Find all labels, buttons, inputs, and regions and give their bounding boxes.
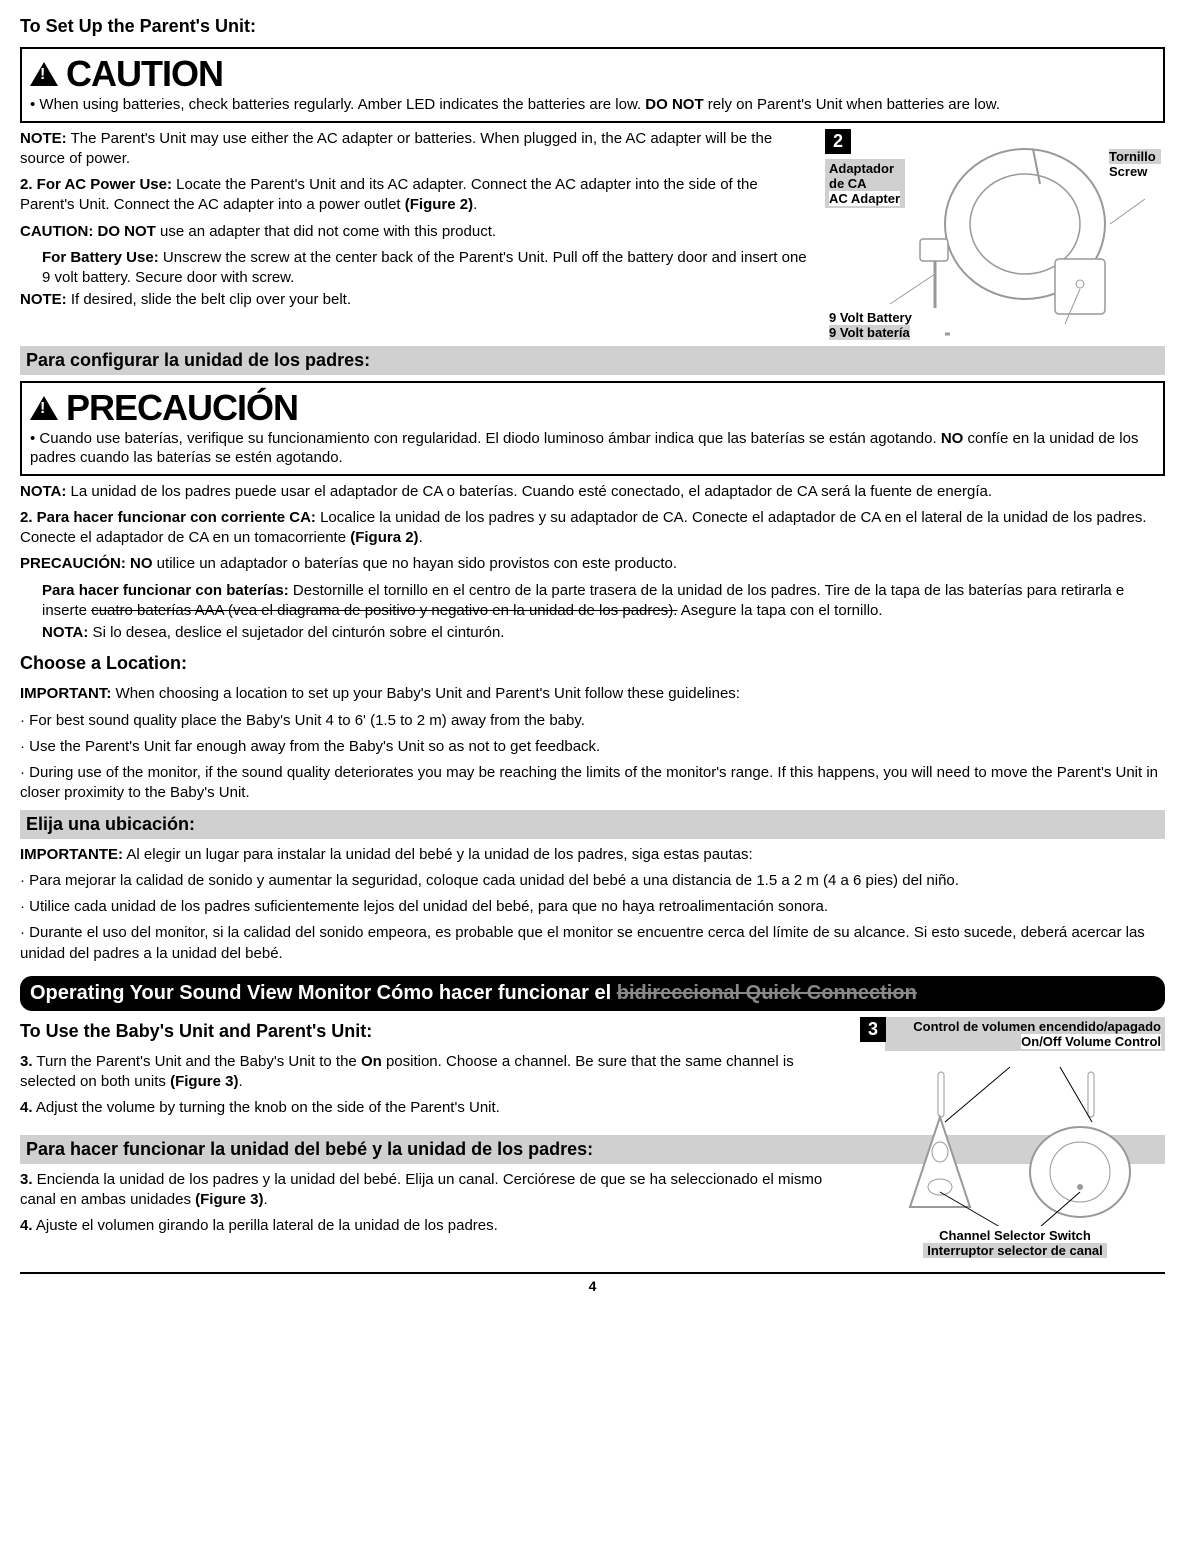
use-en-step3-on: On	[361, 1053, 382, 1070]
fig3-ch-es: Interruptor selector de canal	[923, 1243, 1107, 1258]
location-en-b3: · During use of the monitor, if the soun…	[20, 763, 1165, 804]
use-es-step4-num: 4.	[20, 1217, 33, 1234]
note2-label: NOTE:	[20, 291, 67, 308]
use-es-step4-body: Ajuste el volumen girando la perilla lat…	[33, 1217, 498, 1234]
setup-es-note: NOTA: La unidad de los padres puede usar…	[20, 482, 1165, 502]
es-battery-body-b: Asegure la tapa con el tornillo.	[677, 602, 882, 619]
setup-es-step2: 2. Para hacer funcionar con corriente CA…	[20, 508, 1165, 549]
fig2-adapter-es: Adaptador de CA	[829, 161, 894, 191]
location-en-b1: · For best sound quality place the Baby'…	[20, 711, 1165, 731]
battery-label: For Battery Use:	[42, 249, 159, 266]
caution-box-es: PRECAUCIÓN • Cuando use baterías, verifi…	[20, 381, 1165, 476]
es-note2-body: Si lo desea, deslice el sujetador del ci…	[88, 624, 504, 641]
figure-3: 3 Control de volumen encendido/apagado O…	[860, 1017, 1165, 1260]
caution-es-bold: NO	[941, 430, 964, 447]
fig3-ch-label: Channel Selector Switch Interruptor sele…	[900, 1226, 1130, 1260]
figure-2: 2 Adaptador de CA AC Adapter Tornillo Sc…	[825, 129, 1165, 342]
setup-es-caution2: PRECAUCIÓN: NO utilice un adaptador o ba…	[20, 554, 1165, 574]
es-note2-label: NOTA:	[42, 624, 88, 641]
location-es-b3: · Durante el uso del monitor, si la cali…	[20, 923, 1165, 964]
operating-heading-a: Operating Your Sound View Monitor Cómo h…	[30, 982, 617, 1004]
caution-title-es: PRECAUCIÓN	[30, 387, 1155, 429]
operating-heading-crossed: bidireccional Quick Connection	[617, 982, 917, 1004]
step2-label: 2. For AC Power Use:	[20, 176, 172, 193]
setup-en-heading: To Set Up the Parent's Unit:	[20, 12, 1165, 41]
setup-es-heading: Para configurar la unidad de los padres:	[20, 346, 1165, 375]
fig2-battery-label: 9 Volt Battery 9 Volt batería	[825, 308, 945, 342]
caution-bold: DO NOT	[645, 96, 703, 113]
caution-title-en: CAUTION	[30, 53, 1155, 95]
location-en-b2: · Use the Parent's Unit far enough away …	[20, 737, 1165, 757]
setup-es-battery: Para hacer funcionar con baterías: Desto…	[42, 581, 1165, 622]
fig2-batt-en: 9 Volt Battery	[829, 310, 912, 325]
note2-body: If desired, slide the belt clip over you…	[67, 291, 351, 308]
loc-es-imp-body: Al elegir un lugar para instalar la unid…	[123, 846, 753, 863]
es-step2-label: 2. Para hacer funcionar con corriente CA…	[20, 509, 316, 526]
location-es-heading: Elija una ubicación:	[20, 810, 1165, 839]
location-es-important: IMPORTANTE: Al elegir un lugar para inst…	[20, 845, 1165, 865]
operating-heading: Operating Your Sound View Monitor Cómo h…	[20, 976, 1165, 1011]
es-step2-fig: (Figura 2)	[350, 529, 418, 546]
caution-box-en: CAUTION • When using batteries, check ba…	[20, 47, 1165, 123]
caution-prefix: • When using batteries, check batteries …	[30, 96, 645, 113]
caution2-body: use an adapter that did not come with th…	[156, 223, 496, 240]
fig2-adapter-label: Adaptador de CA AC Adapter	[825, 159, 905, 208]
caution2-label: CAUTION: DO NOT	[20, 223, 156, 240]
fig3-vol-en: On/Off Volume Control	[1021, 1034, 1161, 1049]
es-caution2-label: PRECAUCIÓN: NO	[20, 555, 153, 572]
loc-en-imp-body: When choosing a location to set up your …	[111, 685, 740, 702]
es-note-label: NOTA:	[20, 483, 66, 500]
caution-es-prefix: • Cuando use baterías, verifique su func…	[30, 430, 941, 447]
es-note-body: La unidad de los padres puede usar el ad…	[66, 483, 992, 500]
use-en-step3-num: 3.	[20, 1053, 33, 1070]
use-en-step4-num: 4.	[20, 1099, 33, 1116]
location-es-b1: · Para mejorar la calidad de sonido y au…	[20, 871, 1165, 891]
loc-en-imp-label: IMPORTANT:	[20, 685, 111, 702]
es-battery-label: Para hacer funcionar con baterías:	[42, 582, 289, 599]
use-en-step3-fig: (Figure 3)	[170, 1073, 238, 1090]
page-number: 4	[20, 1272, 1165, 1294]
use-en-step3-a: Turn the Parent's Unit and the Baby's Un…	[33, 1053, 361, 1070]
use-es-step3-fig: (Figure 3)	[195, 1191, 263, 1208]
fig2-screw-es: Tornillo	[1109, 149, 1161, 164]
figure-2-number: 2	[825, 129, 851, 154]
location-en-important: IMPORTANT: When choosing a location to s…	[20, 684, 1165, 704]
fig3-vol-es: Control de volumen encendido/apagado	[913, 1019, 1161, 1034]
location-es-b2: · Utilice cada unidad de los padres sufi…	[20, 897, 1165, 917]
caution-suffix: rely on Parent's Unit when batteries are…	[704, 96, 1000, 113]
caution-label-es: PRECAUCIÓN	[66, 387, 298, 429]
warning-triangle-icon	[30, 396, 58, 420]
fig2-screw-label: Tornillo Screw	[1105, 147, 1165, 181]
warning-triangle-icon	[30, 62, 58, 86]
es-caution2-body: utilice un adaptador o baterías que no h…	[153, 555, 678, 572]
es-battery-strike: cuatro baterías AAA (vea el diagrama de …	[91, 602, 677, 619]
caution-body-es: • Cuando use baterías, verifique su func…	[30, 429, 1155, 468]
note-body: The Parent's Unit may use either the AC …	[20, 130, 772, 167]
fig2-adapter-en: AC Adapter	[829, 191, 900, 206]
fig2-batt-es: 9 Volt batería	[829, 325, 910, 340]
setup-es-note2: NOTA: Si lo desea, deslice el sujetador …	[42, 623, 1165, 643]
step2-fig: (Figure 2)	[405, 196, 473, 213]
fig3-ch-en: Channel Selector Switch	[939, 1228, 1091, 1243]
figure-3-number: 3	[860, 1017, 886, 1042]
use-es-step3-body: Encienda la unidad de los padres y la un…	[20, 1171, 822, 1208]
fig3-vol-label: Control de volumen encendido/apagado On/…	[885, 1017, 1165, 1051]
use-es-step3-num: 3.	[20, 1171, 33, 1188]
fig2-screw-en: Screw	[1109, 164, 1147, 179]
caution-label-en: CAUTION	[66, 53, 223, 95]
location-en-heading: Choose a Location:	[20, 649, 1165, 678]
caution-body-en: • When using batteries, check batteries …	[30, 95, 1155, 115]
note-label: NOTE:	[20, 130, 67, 147]
figure-3-illustration	[860, 1017, 1165, 1257]
use-en-step4-body: Adjust the volume by turning the knob on…	[33, 1099, 500, 1116]
loc-es-imp-label: IMPORTANTE:	[20, 846, 123, 863]
